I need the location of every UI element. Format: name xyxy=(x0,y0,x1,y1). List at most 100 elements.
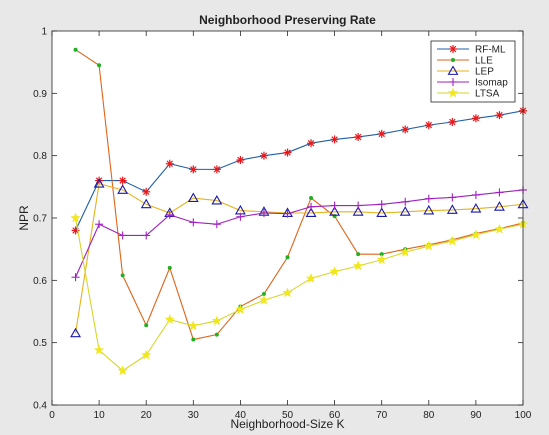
data-point xyxy=(140,198,152,209)
data-point xyxy=(259,209,268,218)
data-point xyxy=(329,266,340,277)
data-point xyxy=(212,165,221,174)
data-point xyxy=(307,139,316,148)
data-point xyxy=(307,202,316,211)
series-ltsa xyxy=(70,212,529,376)
series-isomap xyxy=(71,185,527,282)
data-point xyxy=(352,260,364,271)
data-point xyxy=(399,206,411,216)
data-point xyxy=(283,148,292,157)
legend-marker xyxy=(449,78,457,86)
y-tick-label: 0.8 xyxy=(33,151,47,162)
legend-item: Isomap xyxy=(437,78,508,89)
data-point xyxy=(424,121,433,130)
data-point xyxy=(71,273,80,282)
data-point xyxy=(471,114,480,123)
legend-item: LLE xyxy=(437,56,493,67)
data-point xyxy=(379,252,384,257)
data-point xyxy=(495,111,504,120)
x-tick-label: 10 xyxy=(94,410,106,421)
data-point xyxy=(117,365,128,376)
data-point xyxy=(446,204,458,214)
data-point xyxy=(285,255,290,260)
data-point xyxy=(167,265,172,270)
data-point xyxy=(470,229,482,240)
data-point xyxy=(236,212,245,221)
data-point xyxy=(93,178,105,188)
data-point xyxy=(261,292,266,297)
data-point xyxy=(118,176,127,185)
data-point xyxy=(73,47,78,52)
data-point xyxy=(399,246,411,257)
data-point xyxy=(118,231,127,240)
data-point xyxy=(165,159,174,168)
data-point xyxy=(283,209,292,218)
data-point xyxy=(494,223,505,234)
legend-marker xyxy=(447,65,459,75)
data-point xyxy=(282,287,293,298)
legend-label: RF-ML xyxy=(475,45,506,56)
data-point xyxy=(70,327,81,338)
data-point xyxy=(447,235,458,246)
data-point xyxy=(211,315,223,326)
x-tick-label: 100 xyxy=(515,410,532,421)
x-axis-label: Neighborhood-Size K xyxy=(230,417,344,431)
data-point xyxy=(187,192,199,202)
data-point xyxy=(494,201,505,211)
legend-item: RF-ML xyxy=(437,45,506,56)
data-point xyxy=(189,218,198,227)
series-layer xyxy=(70,47,529,376)
data-point xyxy=(140,349,152,360)
data-point xyxy=(424,194,433,203)
data-point xyxy=(376,207,388,217)
data-point xyxy=(448,118,457,127)
data-point xyxy=(376,254,387,265)
data-point xyxy=(189,165,198,174)
data-point xyxy=(377,129,386,138)
data-point xyxy=(212,220,221,229)
data-point xyxy=(330,135,339,144)
data-point xyxy=(401,197,410,206)
data-point xyxy=(259,151,268,160)
data-point xyxy=(191,337,196,342)
legend-marker xyxy=(447,87,459,98)
axes-layer: 0 10 20 30 40 50 60 70 80 90 100 0.4 0.5 0.6 0.7 0.8 0.9… xyxy=(33,27,532,422)
chart-title: Neighborhood Preserving Rate xyxy=(199,13,376,27)
legend-label: LTSA xyxy=(475,89,500,100)
x-tick-label: 60 xyxy=(329,410,341,421)
data-point xyxy=(423,204,435,215)
data-point xyxy=(377,200,386,209)
y-tick-label: 0.5 xyxy=(33,338,47,349)
x-tick-label: 0 xyxy=(49,410,55,421)
series-lep xyxy=(70,178,529,338)
data-point xyxy=(423,240,435,251)
legend-marker xyxy=(449,45,457,53)
data-point xyxy=(211,194,223,205)
data-point xyxy=(258,294,270,305)
data-point xyxy=(236,156,245,165)
y-tick-label: 0.7 xyxy=(33,214,47,225)
legend-label: LLE xyxy=(475,56,493,67)
x-tick-label: 80 xyxy=(423,410,435,421)
legend-label: Isomap xyxy=(475,78,508,89)
x-tick-label: 90 xyxy=(470,410,482,421)
data-point xyxy=(329,206,341,216)
data-point xyxy=(142,187,151,196)
y-tick-label: 0.9 xyxy=(33,89,47,100)
series-line xyxy=(75,217,524,372)
x-tick-label: 30 xyxy=(188,410,200,421)
y-tick-label: 1 xyxy=(41,27,47,38)
data-point xyxy=(70,212,81,223)
legend-item: LEP xyxy=(437,65,494,78)
data-point xyxy=(97,63,102,68)
data-point xyxy=(495,188,504,197)
data-point xyxy=(330,201,339,210)
y-tick-label: 0.6 xyxy=(33,276,47,287)
data-point xyxy=(305,207,317,217)
x-tick-label: 50 xyxy=(282,410,294,421)
data-point xyxy=(188,320,199,331)
x-tick-label: 40 xyxy=(235,410,247,421)
data-point xyxy=(352,206,364,216)
data-point xyxy=(305,272,317,283)
